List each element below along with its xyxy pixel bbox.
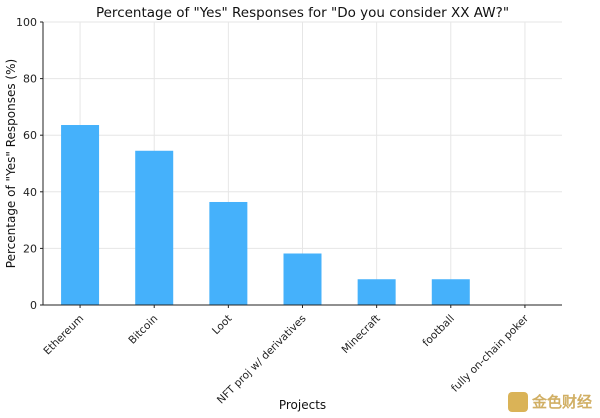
x-tick-label: Bitcoin	[126, 313, 160, 347]
bar-football	[431, 279, 470, 305]
bar-minecraft	[357, 279, 396, 305]
y-axis-label: Percentage of "Yes" Responses (%)	[4, 59, 18, 268]
bar-loot	[209, 201, 248, 305]
y-tick-label: 100	[16, 16, 37, 29]
watermark-text: 金色财经	[531, 393, 592, 411]
x-tick-label: football	[420, 313, 456, 349]
y-tick-label: 0	[30, 299, 37, 312]
y-tick-label: 80	[23, 73, 37, 86]
x-tick-label: NFT proj w/ derivatives	[215, 313, 309, 407]
bar-bitcoin	[135, 150, 174, 305]
bar-ethereum	[61, 125, 100, 306]
x-axis-label: Projects	[279, 398, 326, 412]
watermark: 金色财经	[507, 391, 592, 412]
x-tick-label: Loot	[210, 313, 234, 337]
bar-nft-proj-w-derivatives	[283, 253, 322, 305]
y-tick-label: 40	[23, 186, 37, 199]
x-tick-label: Ethereum	[41, 313, 86, 358]
x-tick-label: Minecraft	[339, 313, 382, 356]
watermark-logo-icon	[507, 391, 528, 412]
y-tick-label: 60	[23, 129, 37, 142]
x-tick-label: fully on-chain poker	[449, 312, 531, 394]
chart-title: Percentage of "Yes" Responses for "Do yo…	[96, 5, 509, 21]
y-tick-label: 20	[23, 242, 37, 255]
